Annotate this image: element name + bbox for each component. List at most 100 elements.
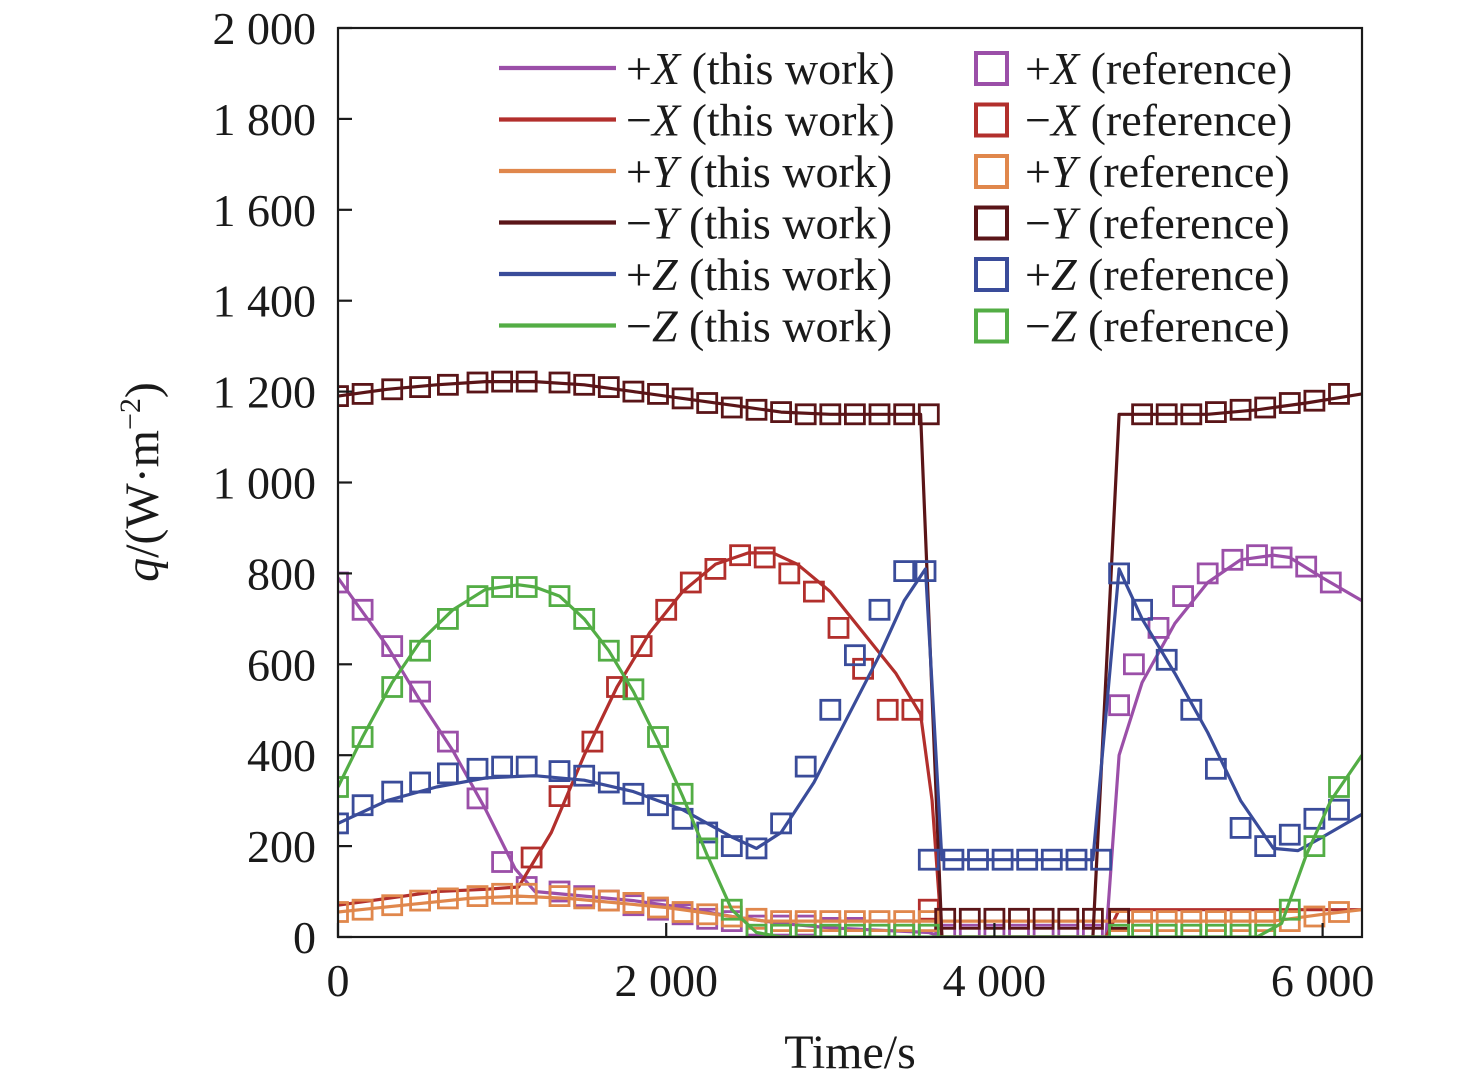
ref-marker-py	[844, 910, 866, 932]
ref-marker-my	[351, 382, 374, 405]
ref-marker-pz	[381, 780, 404, 803]
ref-marker-pz	[351, 794, 374, 817]
ref-marker-px	[1246, 544, 1268, 567]
legend-label-line-rest: (this work)	[680, 95, 895, 146]
y-tick-label: 1 000	[213, 458, 317, 509]
ref-marker-mz	[745, 923, 768, 937]
ref-marker-py	[1229, 910, 1252, 932]
ref-marker-mz	[409, 639, 432, 662]
ref-marker-mx	[581, 730, 604, 753]
x-axis-title: Time/s	[784, 1026, 916, 1079]
ref-marker-py	[1131, 910, 1153, 932]
ref-marker-mz	[844, 923, 866, 937]
ref-marker-py	[868, 910, 891, 932]
y-tick-label: 1 800	[213, 94, 317, 145]
y-tick-label: 200	[247, 821, 316, 872]
ref-marker-pz	[491, 755, 514, 778]
ref-marker-px	[1221, 548, 1244, 571]
ref-marker-mz	[1131, 923, 1153, 937]
legend-label-line-sign: −	[626, 95, 652, 146]
axes-layer: 0 200 400 600 800 1 000 1 200 1 400 1 600 1 800 2 …	[114, 3, 1374, 1079]
ref-marker-my	[1008, 907, 1030, 930]
ref-marker-my	[381, 378, 404, 401]
ref-marker-px	[1295, 555, 1318, 578]
ref-marker-pz	[991, 848, 1014, 871]
ref-marker-px	[351, 598, 374, 621]
ref-marker-mx	[655, 598, 678, 621]
legend-label-line: −X (this work)	[626, 95, 895, 146]
ref-marker-my	[647, 382, 669, 405]
legend-label-line-axis: Z	[652, 249, 678, 300]
legend-label-ref-axis: Z	[1051, 249, 1077, 300]
ref-marker-my	[745, 398, 768, 421]
ref-marker-mz	[893, 923, 916, 937]
ref-marker-mz	[770, 923, 792, 937]
legend-label-ref-rest: (reference)	[1077, 249, 1290, 300]
legend-label-line-axis: X	[650, 95, 682, 146]
legend-label-ref: −Z (reference)	[1025, 301, 1290, 352]
ref-marker-pz	[794, 755, 817, 778]
legend-label-line: +Y (this work)	[626, 146, 892, 197]
ref-marker-my	[491, 370, 514, 393]
legend-label-ref-rest: (reference)	[1077, 301, 1290, 352]
ref-marker-mx	[753, 546, 776, 569]
ref-marker-mz	[647, 726, 669, 748]
ref-marker-py	[515, 882, 538, 905]
ref-marker-mz	[671, 782, 694, 805]
ref-marker-pz	[466, 757, 489, 780]
ref-marker-my	[1254, 396, 1277, 419]
y-axis-title: q/(W·m−2)	[114, 382, 169, 582]
legend-label-line-axis: Y	[652, 146, 682, 197]
ref-marker-my	[934, 907, 957, 930]
legend-label-ref-axis: X	[1049, 43, 1081, 94]
ref-marker-px	[409, 680, 432, 703]
ref-marker-mz	[573, 608, 596, 630]
ref-marker-pz	[967, 848, 989, 871]
ref-marker-mx	[704, 558, 727, 580]
ref-marker-px	[934, 923, 957, 937]
ref-marker-mz	[1108, 923, 1130, 937]
ref-marker-pz	[1040, 848, 1063, 871]
ref-marker-my	[868, 403, 891, 426]
ref-marker-mx	[876, 698, 899, 721]
ref-marker-my	[436, 373, 459, 396]
ref-marker-pz	[573, 764, 596, 787]
legend-entry-my: −Y (this work) −Y (reference)	[499, 198, 1290, 249]
ref-marker-pz	[1180, 698, 1203, 721]
ref-marker-py	[381, 894, 404, 917]
ref-marker-mz	[1205, 923, 1227, 937]
ref-marker-pz	[409, 771, 432, 794]
ref-marker-px	[1057, 923, 1080, 937]
ref-marker-pz	[1090, 848, 1112, 871]
ref-marker-px	[1172, 585, 1194, 607]
ref-marker-mz	[381, 676, 404, 698]
legend-label-line-axis: X	[650, 43, 682, 94]
ref-marker-px	[1196, 562, 1219, 585]
x-tick-label: 2 000	[614, 955, 718, 1006]
ref-marker-mz	[436, 608, 459, 630]
legend-label-ref-rest: (reference)	[1079, 43, 1292, 94]
ref-marker-pz	[917, 848, 940, 871]
y-axis-title-exponent: −2	[114, 398, 147, 430]
ref-marker-pz	[1328, 798, 1350, 821]
ref-marker-py	[1180, 910, 1203, 932]
ref-marker-mz	[794, 923, 817, 937]
ref-marker-py	[491, 882, 514, 905]
ref-marker-mz	[491, 576, 514, 598]
ref-marker-py	[893, 910, 916, 932]
ref-marker-my	[1032, 907, 1055, 930]
ref-marker-mz	[720, 898, 743, 921]
legend-label-ref-sign: −	[1025, 95, 1051, 146]
ref-marker-py	[696, 903, 719, 926]
ref-marker-mz	[1303, 835, 1326, 857]
ref-marker-pz	[868, 598, 891, 621]
ref-marker-px	[436, 730, 459, 753]
legend-marker-swatch	[974, 257, 1009, 292]
ref-marker-mz	[1180, 923, 1203, 937]
legend-label-line-rest: (this work)	[680, 43, 895, 94]
ref-marker-my	[1205, 401, 1227, 424]
ref-marker-mz	[351, 726, 374, 748]
y-tick-label: 1 400	[213, 276, 317, 327]
